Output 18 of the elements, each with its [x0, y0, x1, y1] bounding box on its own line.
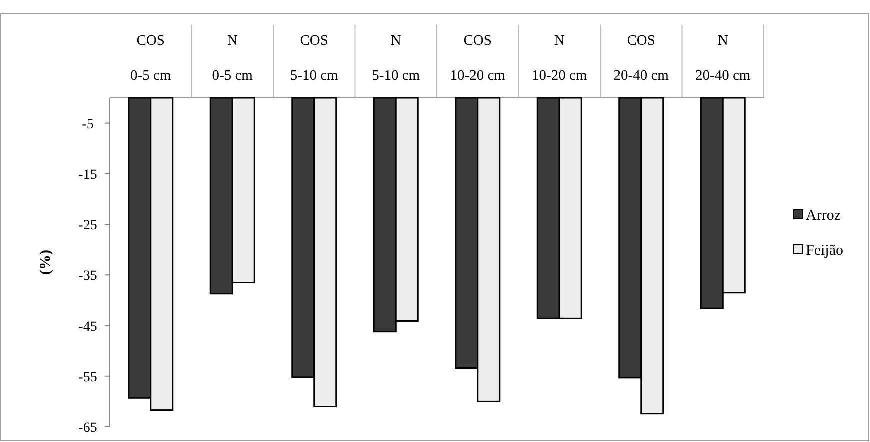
- category-label: N 0-5 cm: [212, 33, 253, 84]
- category-label: COS 10-20 cm: [450, 33, 506, 84]
- y-tick-label: -55: [78, 370, 98, 386]
- y-tick-label: -25: [78, 218, 98, 234]
- category-label: COS 20-40 cm: [614, 33, 669, 84]
- y-axis-title: (%): [38, 250, 54, 275]
- category-label: N 20-40 cm: [696, 33, 751, 84]
- y-tick-label: -5: [82, 117, 94, 132]
- legend-label: Arroz: [806, 208, 842, 224]
- category-label: COS 5-10 cm: [290, 33, 338, 84]
- y-tick-label: -35: [78, 269, 98, 284]
- y-tick-label: -65: [78, 421, 98, 436]
- y-tick-label: -45: [78, 320, 98, 335]
- category-label: COS 0-5 cm: [130, 33, 172, 84]
- category-label: N 10-20 cm: [532, 33, 588, 84]
- y-tick-label: -15: [78, 168, 98, 183]
- legend-label: Feijão: [806, 243, 844, 259]
- category-label: N 5-10 cm: [372, 33, 420, 84]
